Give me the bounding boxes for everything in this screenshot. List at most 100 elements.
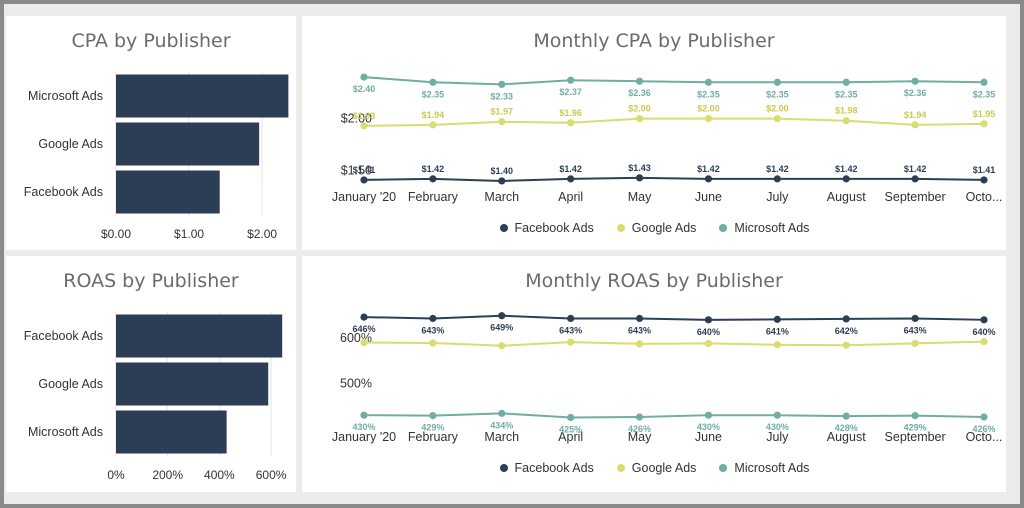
legend-item-facebook[interactable]: Facebook Ads	[499, 461, 594, 475]
data-label: 429%	[421, 423, 444, 433]
data-label: $1.94	[422, 110, 445, 120]
legend-marker-google	[616, 224, 625, 232]
data-point	[773, 411, 781, 419]
data-label: 643%	[904, 325, 927, 335]
x-tick-label: July	[766, 430, 789, 444]
legend-item-microsoft[interactable]: Microsoft Ads	[718, 221, 809, 235]
data-point	[360, 176, 368, 184]
data-point	[360, 338, 368, 347]
data-point	[773, 78, 781, 86]
cpa-line-title: Monthly CPA by Publisher	[533, 30, 775, 52]
data-point	[911, 339, 919, 348]
data-point	[773, 341, 781, 349]
data-label: $1.95	[973, 109, 996, 119]
series-line	[363, 314, 985, 321]
data-point	[498, 80, 506, 88]
x-tick-label: March	[484, 190, 519, 204]
data-label: $1.42	[904, 164, 927, 174]
data-point	[773, 115, 781, 123]
legend-marker-google	[616, 464, 625, 472]
roas-line-panel: Monthly ROAS by Publisher 500% 600% Januar…	[302, 256, 1006, 492]
data-point	[842, 341, 850, 349]
data-point	[704, 115, 713, 123]
x-tick-label: 600%	[256, 468, 287, 482]
data-point	[842, 412, 850, 420]
series-line	[363, 76, 985, 86]
x-tick-label: August	[827, 190, 866, 204]
data-point	[704, 411, 713, 419]
x-tick-label: May	[628, 190, 652, 204]
data-point	[773, 315, 781, 323]
data-label: $1.42	[559, 164, 582, 174]
data-label: $2.33	[491, 91, 514, 101]
x-tick-label: May	[628, 430, 652, 444]
bar	[116, 410, 227, 454]
data-label: $1.41	[353, 165, 376, 175]
data-label: $2.00	[628, 104, 651, 114]
x-tick-label: 400%	[204, 468, 235, 482]
data-point	[567, 413, 575, 422]
data-point	[704, 175, 713, 183]
data-point	[567, 119, 575, 127]
cpa-bar-title: CPA by Publisher	[71, 30, 231, 52]
category-label: Microsoft Ads	[28, 425, 103, 439]
data-point	[635, 314, 644, 323]
data-point	[429, 412, 437, 420]
data-label: $2.35	[697, 89, 720, 99]
data-label: 646%	[352, 324, 375, 334]
data-point	[842, 117, 850, 125]
data-point	[498, 342, 506, 350]
roas-legend: Facebook Ads Google Ads Microsoft Ads	[302, 461, 1006, 475]
series-line	[363, 117, 985, 127]
x-tick-label: June	[695, 430, 722, 444]
data-label: 642%	[835, 326, 858, 336]
data-point	[429, 339, 437, 347]
data-label: $1.40	[491, 166, 514, 176]
series-line	[363, 412, 985, 419]
data-label: 426%	[972, 424, 995, 434]
legend-item-microsoft[interactable]: Microsoft Ads	[718, 461, 809, 475]
x-tick-label: 0%	[107, 468, 125, 482]
x-tick-label: September	[885, 430, 946, 444]
data-label: 643%	[628, 325, 651, 335]
data-label: $2.35	[835, 89, 858, 99]
x-tick-label: $0.00	[101, 227, 131, 241]
category-label: Facebook Ads	[24, 329, 103, 343]
data-point	[635, 77, 644, 85]
bar	[116, 362, 269, 406]
data-label: $2.00	[697, 104, 720, 114]
data-label: 430%	[766, 422, 789, 432]
x-tick-label: $2.00	[247, 227, 277, 241]
data-point	[360, 122, 368, 130]
data-point	[498, 409, 506, 417]
cpa-bar-panel: CPA by Publisher $0.00 $1.00 $2.00 Microsof…	[6, 16, 296, 250]
data-label: $1.93	[353, 111, 376, 121]
bar	[116, 74, 289, 118]
x-tick-label: April	[558, 430, 583, 444]
legend-item-google[interactable]: Google Ads	[616, 221, 696, 235]
data-point	[911, 175, 919, 183]
data-label: 429%	[904, 423, 927, 433]
legend-marker-facebook	[499, 224, 508, 232]
x-tick-label: 200%	[152, 468, 183, 482]
series-line	[363, 176, 985, 182]
x-tick-label: January '20	[332, 190, 396, 204]
roas-bar-panel: ROAS by Publisher 0% 200% 400% 600% Facebook…	[6, 256, 296, 492]
data-label: $2.36	[628, 88, 651, 98]
data-point	[498, 312, 506, 320]
data-point	[429, 175, 437, 183]
data-label: 643%	[559, 325, 582, 335]
legend-item-google[interactable]: Google Ads	[616, 461, 696, 475]
roas-bar-title: ROAS by Publisher	[63, 270, 239, 292]
legend-item-facebook[interactable]: Facebook Ads	[499, 221, 594, 235]
data-label: $2.35	[766, 89, 789, 99]
data-point	[842, 315, 850, 323]
y-tick-label: 500%	[340, 376, 372, 390]
data-point	[498, 118, 506, 126]
x-tick-label: March	[484, 430, 519, 444]
data-label: 428%	[835, 423, 858, 433]
data-label: 434%	[490, 420, 513, 430]
data-point	[704, 78, 713, 86]
legend-marker-facebook	[499, 464, 508, 472]
bar	[116, 314, 283, 358]
